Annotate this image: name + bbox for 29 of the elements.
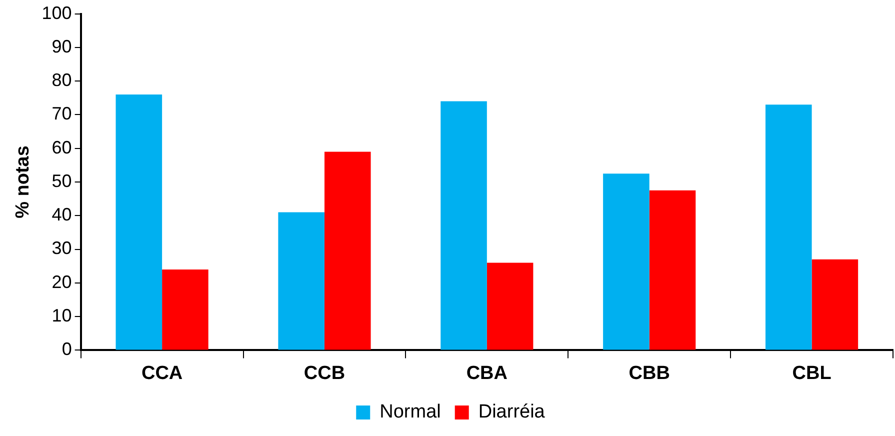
- x-tick-label: CCA: [141, 362, 183, 384]
- bar: [116, 94, 162, 350]
- y-tick-label: 100: [42, 2, 72, 23]
- bar: [486, 262, 534, 350]
- y-tick-label: 90: [52, 36, 72, 56]
- legend-label: Diarréia: [478, 402, 546, 423]
- bar: [440, 101, 487, 350]
- y-tick-label: 50: [52, 170, 72, 191]
- y-tick-label: 80: [52, 70, 72, 90]
- y-tick-label: 0: [62, 339, 72, 360]
- y-tick-label: 20: [52, 272, 72, 292]
- y-tick-label: 40: [52, 204, 72, 225]
- bar: [324, 152, 371, 350]
- bar: [603, 174, 650, 350]
- bar: [812, 259, 858, 350]
- y-tick-label: 60: [52, 137, 72, 158]
- bar: [765, 104, 812, 350]
- y-tick-label: 70: [52, 104, 72, 124]
- bar: [649, 190, 696, 350]
- y-tick-label: 10: [52, 306, 72, 326]
- x-tick-label: CBL: [792, 362, 832, 384]
- x-tick-label: CBB: [628, 362, 670, 384]
- y-axis-title: % notas: [12, 146, 34, 218]
- y-tick-label: 30: [52, 238, 72, 258]
- x-tick-label: CCB: [304, 362, 346, 384]
- x-tick-label: CBA: [466, 362, 508, 384]
- bar: [278, 212, 324, 350]
- legend-label: Normal: [380, 402, 441, 423]
- bar: [162, 269, 208, 350]
